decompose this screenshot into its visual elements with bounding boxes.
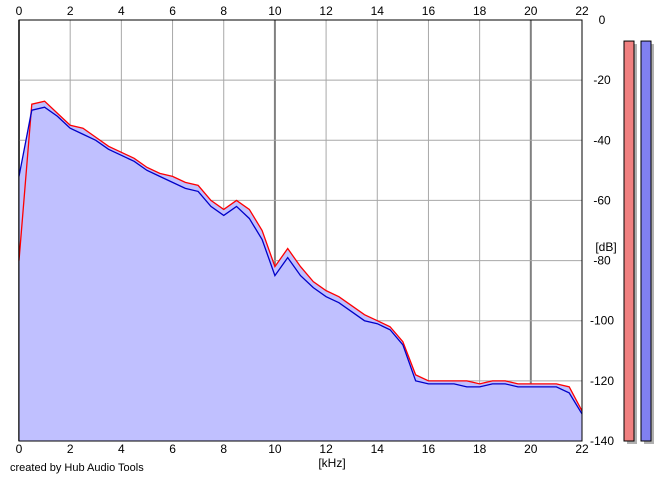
channel-lines bbox=[18, 100, 583, 415]
x-tick-label-bottom: 16 bbox=[422, 442, 436, 456]
x-tick-label-bottom: 0 bbox=[16, 442, 23, 456]
x-tick-label-bottom: 14 bbox=[371, 442, 385, 456]
spectrum-fill-area bbox=[19, 101, 582, 441]
x-tick-label-top: 10 bbox=[268, 4, 282, 18]
y-tick-label: -140 bbox=[590, 434, 614, 448]
left-channel-line bbox=[18, 100, 583, 412]
y-tick-label: -120 bbox=[590, 374, 614, 388]
y-tick-label: 0 bbox=[599, 13, 606, 27]
y-tick-label: -20 bbox=[593, 73, 611, 87]
spectrum-fill bbox=[19, 101, 582, 441]
x-tick-label-bottom: 10 bbox=[268, 442, 282, 456]
x-tick-label-top: 22 bbox=[575, 4, 589, 18]
y-tick-label: -40 bbox=[593, 133, 611, 147]
x-axis-label: [kHz] bbox=[318, 456, 345, 470]
x-tick-label-bottom: 4 bbox=[118, 442, 125, 456]
plot-border bbox=[18, 19, 583, 442]
x-tick-label-bottom: 8 bbox=[220, 442, 227, 456]
x-tick-label-top: 6 bbox=[169, 4, 176, 18]
x-tick-label-top: 18 bbox=[473, 4, 487, 18]
x-tick-label-top: 14 bbox=[371, 4, 385, 18]
footer-credit: created by Hub Audio Tools bbox=[10, 462, 144, 474]
x-tick-label-bottom: 18 bbox=[473, 442, 487, 456]
x-tick-label-top: 4 bbox=[118, 4, 125, 18]
y-tick-label: -100 bbox=[590, 314, 614, 328]
x-tick-label-bottom: 6 bbox=[169, 442, 176, 456]
left-level-meter bbox=[623, 40, 635, 442]
plot-frame bbox=[18, 19, 583, 442]
x-tick-label-bottom: 12 bbox=[319, 442, 333, 456]
x-tick-label-bottom: 20 bbox=[524, 442, 538, 456]
level-meters bbox=[623, 40, 654, 445]
x-tick-label-top: 8 bbox=[220, 4, 227, 18]
x-tick-label-top: 12 bbox=[319, 4, 333, 18]
x-tick-label-bottom: 22 bbox=[575, 442, 589, 456]
x-tick-label-top: 16 bbox=[422, 4, 436, 18]
x-tick-label-top: 20 bbox=[524, 4, 538, 18]
right-level-meter bbox=[640, 40, 652, 442]
y-tick-label: -60 bbox=[593, 193, 611, 207]
x-tick-label-top: 0 bbox=[16, 4, 23, 18]
y-tick-labels: 0 -20 -40 -60 -80 -100 -120 -140 bbox=[590, 13, 614, 448]
y-tick-label: -80 bbox=[593, 254, 611, 268]
x-tick-label-top: 2 bbox=[67, 4, 74, 18]
right-channel-line bbox=[18, 106, 583, 415]
y-axis-label: [dB] bbox=[595, 240, 616, 254]
x-tick-label-bottom: 2 bbox=[67, 442, 74, 456]
